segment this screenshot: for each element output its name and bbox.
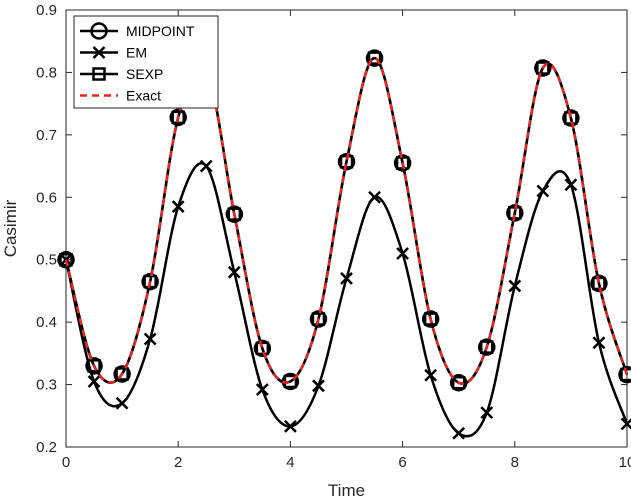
series-line-exact	[64, 56, 629, 385]
data-point-em	[452, 426, 466, 440]
data-point-midpoint	[225, 205, 244, 223]
legend-label-sexp: SEXP	[126, 66, 163, 82]
y-tick-label: 0.4	[36, 314, 57, 331]
data-point-sexp	[451, 375, 466, 390]
x-tick-label: 4	[286, 454, 294, 471]
data-point-midpoint	[309, 310, 328, 328]
legend: MIDPOINT EM SEXP Exact	[73, 15, 219, 109]
data-point-sexp	[536, 61, 550, 75]
y-tick-label: 0.6	[36, 189, 57, 206]
data-point-em	[592, 336, 606, 350]
y-tick-label: 0.5	[36, 252, 57, 269]
data-point-em	[368, 190, 381, 204]
data-point-em	[508, 279, 522, 293]
data-point-em	[480, 406, 494, 420]
data-point-sexp	[564, 111, 578, 125]
y-tick-label: 0.3	[36, 377, 57, 394]
data-point-midpoint	[478, 338, 496, 356]
data-point-midpoint	[365, 49, 384, 67]
series-exact	[64, 56, 629, 385]
data-point-em	[255, 383, 269, 396]
data-point-em	[143, 332, 157, 346]
data-point-sexp	[255, 341, 270, 356]
data-point-midpoint	[337, 152, 356, 171]
y-tick-label: 0.7	[36, 127, 57, 144]
data-point-midpoint	[393, 154, 412, 172]
data-point-em	[536, 184, 550, 198]
legend-marker-sexp	[92, 67, 106, 81]
data-point-midpoint	[618, 365, 631, 384]
data-point-em	[424, 368, 438, 382]
y-axis-label: Casimir	[1, 199, 20, 257]
data-point-em	[199, 159, 213, 173]
data-point-em	[340, 272, 353, 285]
data-point-sexp	[115, 367, 129, 381]
data-point-midpoint	[169, 108, 187, 127]
y-tick-label: 0.8	[36, 64, 57, 81]
data-point-sexp	[311, 312, 326, 326]
legend-marker-midpoint	[90, 22, 108, 40]
data-point-sexp	[59, 252, 73, 267]
axis-ticks: 0 2 4 6 8 10 0.2 0.3 0.4 0.5 0.6 0.7 0.8 0.9	[36, 2, 631, 471]
data-point-em	[564, 178, 578, 192]
data-point-midpoint	[562, 109, 580, 127]
data-point-midpoint	[506, 204, 524, 222]
data-point-em	[87, 375, 101, 388]
x-tick-label: 10	[619, 454, 631, 471]
data-point-em	[396, 247, 409, 260]
data-point-sexp	[87, 359, 101, 373]
data-point-midpoint	[534, 59, 552, 77]
data-point-midpoint	[57, 250, 75, 269]
data-point-midpoint	[253, 339, 272, 358]
data-point-em	[312, 379, 325, 393]
legend-label-exact: Exact	[126, 88, 161, 104]
data-point-midpoint	[590, 274, 608, 293]
data-point-sexp	[367, 51, 382, 65]
data-point-midpoint	[85, 357, 103, 375]
y-tick-label: 0.9	[36, 2, 57, 19]
x-tick-label: 8	[511, 454, 519, 471]
data-point-midpoint	[141, 272, 159, 291]
data-point-em	[227, 265, 241, 279]
y-tick-label: 0.2	[36, 439, 57, 456]
data-point-em	[284, 420, 297, 433]
x-axis-label: Time	[328, 481, 365, 499]
data-point-midpoint	[113, 365, 131, 383]
data-point-sexp	[227, 207, 242, 221]
legend-label-midpoint: MIDPOINT	[126, 23, 195, 39]
data-point-midpoint	[421, 310, 440, 328]
legend-marker-em	[92, 46, 106, 59]
x-tick-label: 6	[398, 454, 406, 471]
data-point-sexp	[423, 312, 438, 326]
x-tick-label: 0	[62, 454, 70, 471]
data-point-sexp	[480, 340, 494, 354]
data-point-sexp	[620, 367, 631, 382]
x-tick-label: 2	[174, 454, 182, 471]
data-point-em	[171, 200, 185, 214]
data-point-sexp	[171, 110, 185, 125]
series-layer	[57, 49, 631, 440]
data-point-em	[115, 396, 129, 410]
legend-label-em: EM	[126, 45, 147, 61]
